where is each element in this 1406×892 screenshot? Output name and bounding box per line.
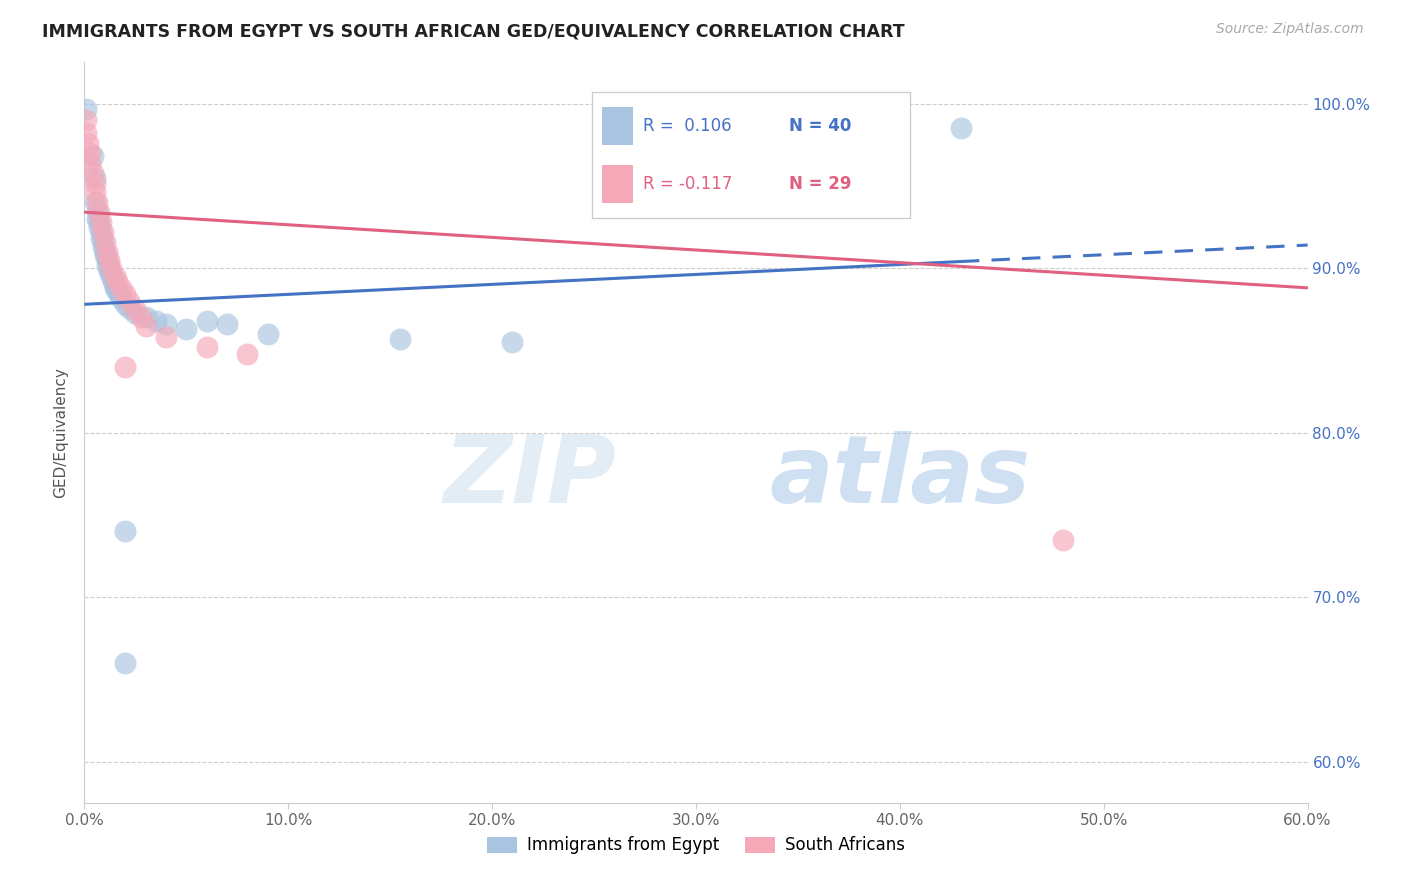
Point: [100, 261, 122, 276]
Point: [195, 314, 218, 328]
Point: [124, 302, 146, 317]
Point: [155, 330, 177, 344]
Point: [131, 310, 153, 325]
Point: [257, 326, 280, 341]
Point: [83, 176, 105, 190]
Point: [118, 293, 141, 308]
Point: [91, 240, 114, 254]
Point: [950, 121, 973, 136]
Point: [96, 258, 118, 272]
Point: [91, 225, 114, 239]
Point: [93, 248, 115, 262]
Point: [104, 277, 127, 292]
Point: [96, 244, 118, 259]
Point: [82, 149, 104, 163]
Point: [86, 211, 108, 226]
Point: [105, 284, 128, 298]
Point: [114, 359, 136, 374]
Point: [389, 332, 412, 346]
Point: [114, 524, 136, 539]
Point: [90, 225, 112, 239]
Point: [97, 264, 120, 278]
Point: [86, 195, 108, 210]
Point: [114, 656, 136, 670]
Point: [174, 322, 197, 336]
Point: [135, 318, 157, 333]
Point: [79, 145, 101, 160]
Point: [87, 215, 110, 229]
Text: ZIP: ZIP: [443, 431, 616, 523]
Point: [114, 297, 136, 311]
Point: [93, 244, 115, 259]
Point: [82, 166, 104, 180]
Text: atlas: atlas: [769, 431, 1031, 523]
Point: [87, 205, 110, 219]
Text: Source: ZipAtlas.com: Source: ZipAtlas.com: [1216, 22, 1364, 37]
Point: [108, 287, 131, 301]
Point: [90, 215, 112, 229]
Point: [236, 346, 259, 360]
Point: [104, 281, 127, 295]
Point: [105, 274, 128, 288]
Point: [75, 113, 97, 128]
Point: [195, 340, 218, 354]
Point: [86, 203, 108, 218]
Point: [96, 252, 118, 267]
Point: [93, 235, 115, 249]
Point: [110, 281, 132, 295]
Point: [79, 156, 101, 170]
Point: [110, 291, 132, 305]
Point: [87, 219, 110, 234]
Point: [91, 235, 114, 249]
Point: [124, 305, 146, 319]
Point: [502, 335, 524, 350]
Point: [104, 269, 127, 284]
Point: [90, 231, 112, 245]
Point: [100, 269, 122, 284]
Point: [145, 314, 167, 328]
Point: [97, 252, 120, 267]
Point: [75, 126, 97, 140]
Point: [114, 287, 136, 301]
Y-axis label: GED/Equivalency: GED/Equivalency: [53, 368, 69, 498]
Point: [75, 102, 97, 116]
Text: IMMIGRANTS FROM EGYPT VS SOUTH AFRICAN GED/EQUIVALENCY CORRELATION CHART: IMMIGRANTS FROM EGYPT VS SOUTH AFRICAN G…: [42, 22, 905, 40]
Point: [155, 317, 177, 331]
Point: [83, 186, 105, 200]
Point: [101, 274, 124, 288]
Point: [217, 317, 239, 331]
Point: [118, 301, 141, 315]
Legend: Immigrants from Egypt, South Africans: Immigrants from Egypt, South Africans: [481, 830, 911, 861]
Point: [83, 195, 105, 210]
Point: [83, 170, 105, 185]
Point: [77, 136, 100, 150]
Point: [1052, 533, 1074, 547]
Point: [135, 310, 157, 325]
Point: [97, 261, 120, 276]
